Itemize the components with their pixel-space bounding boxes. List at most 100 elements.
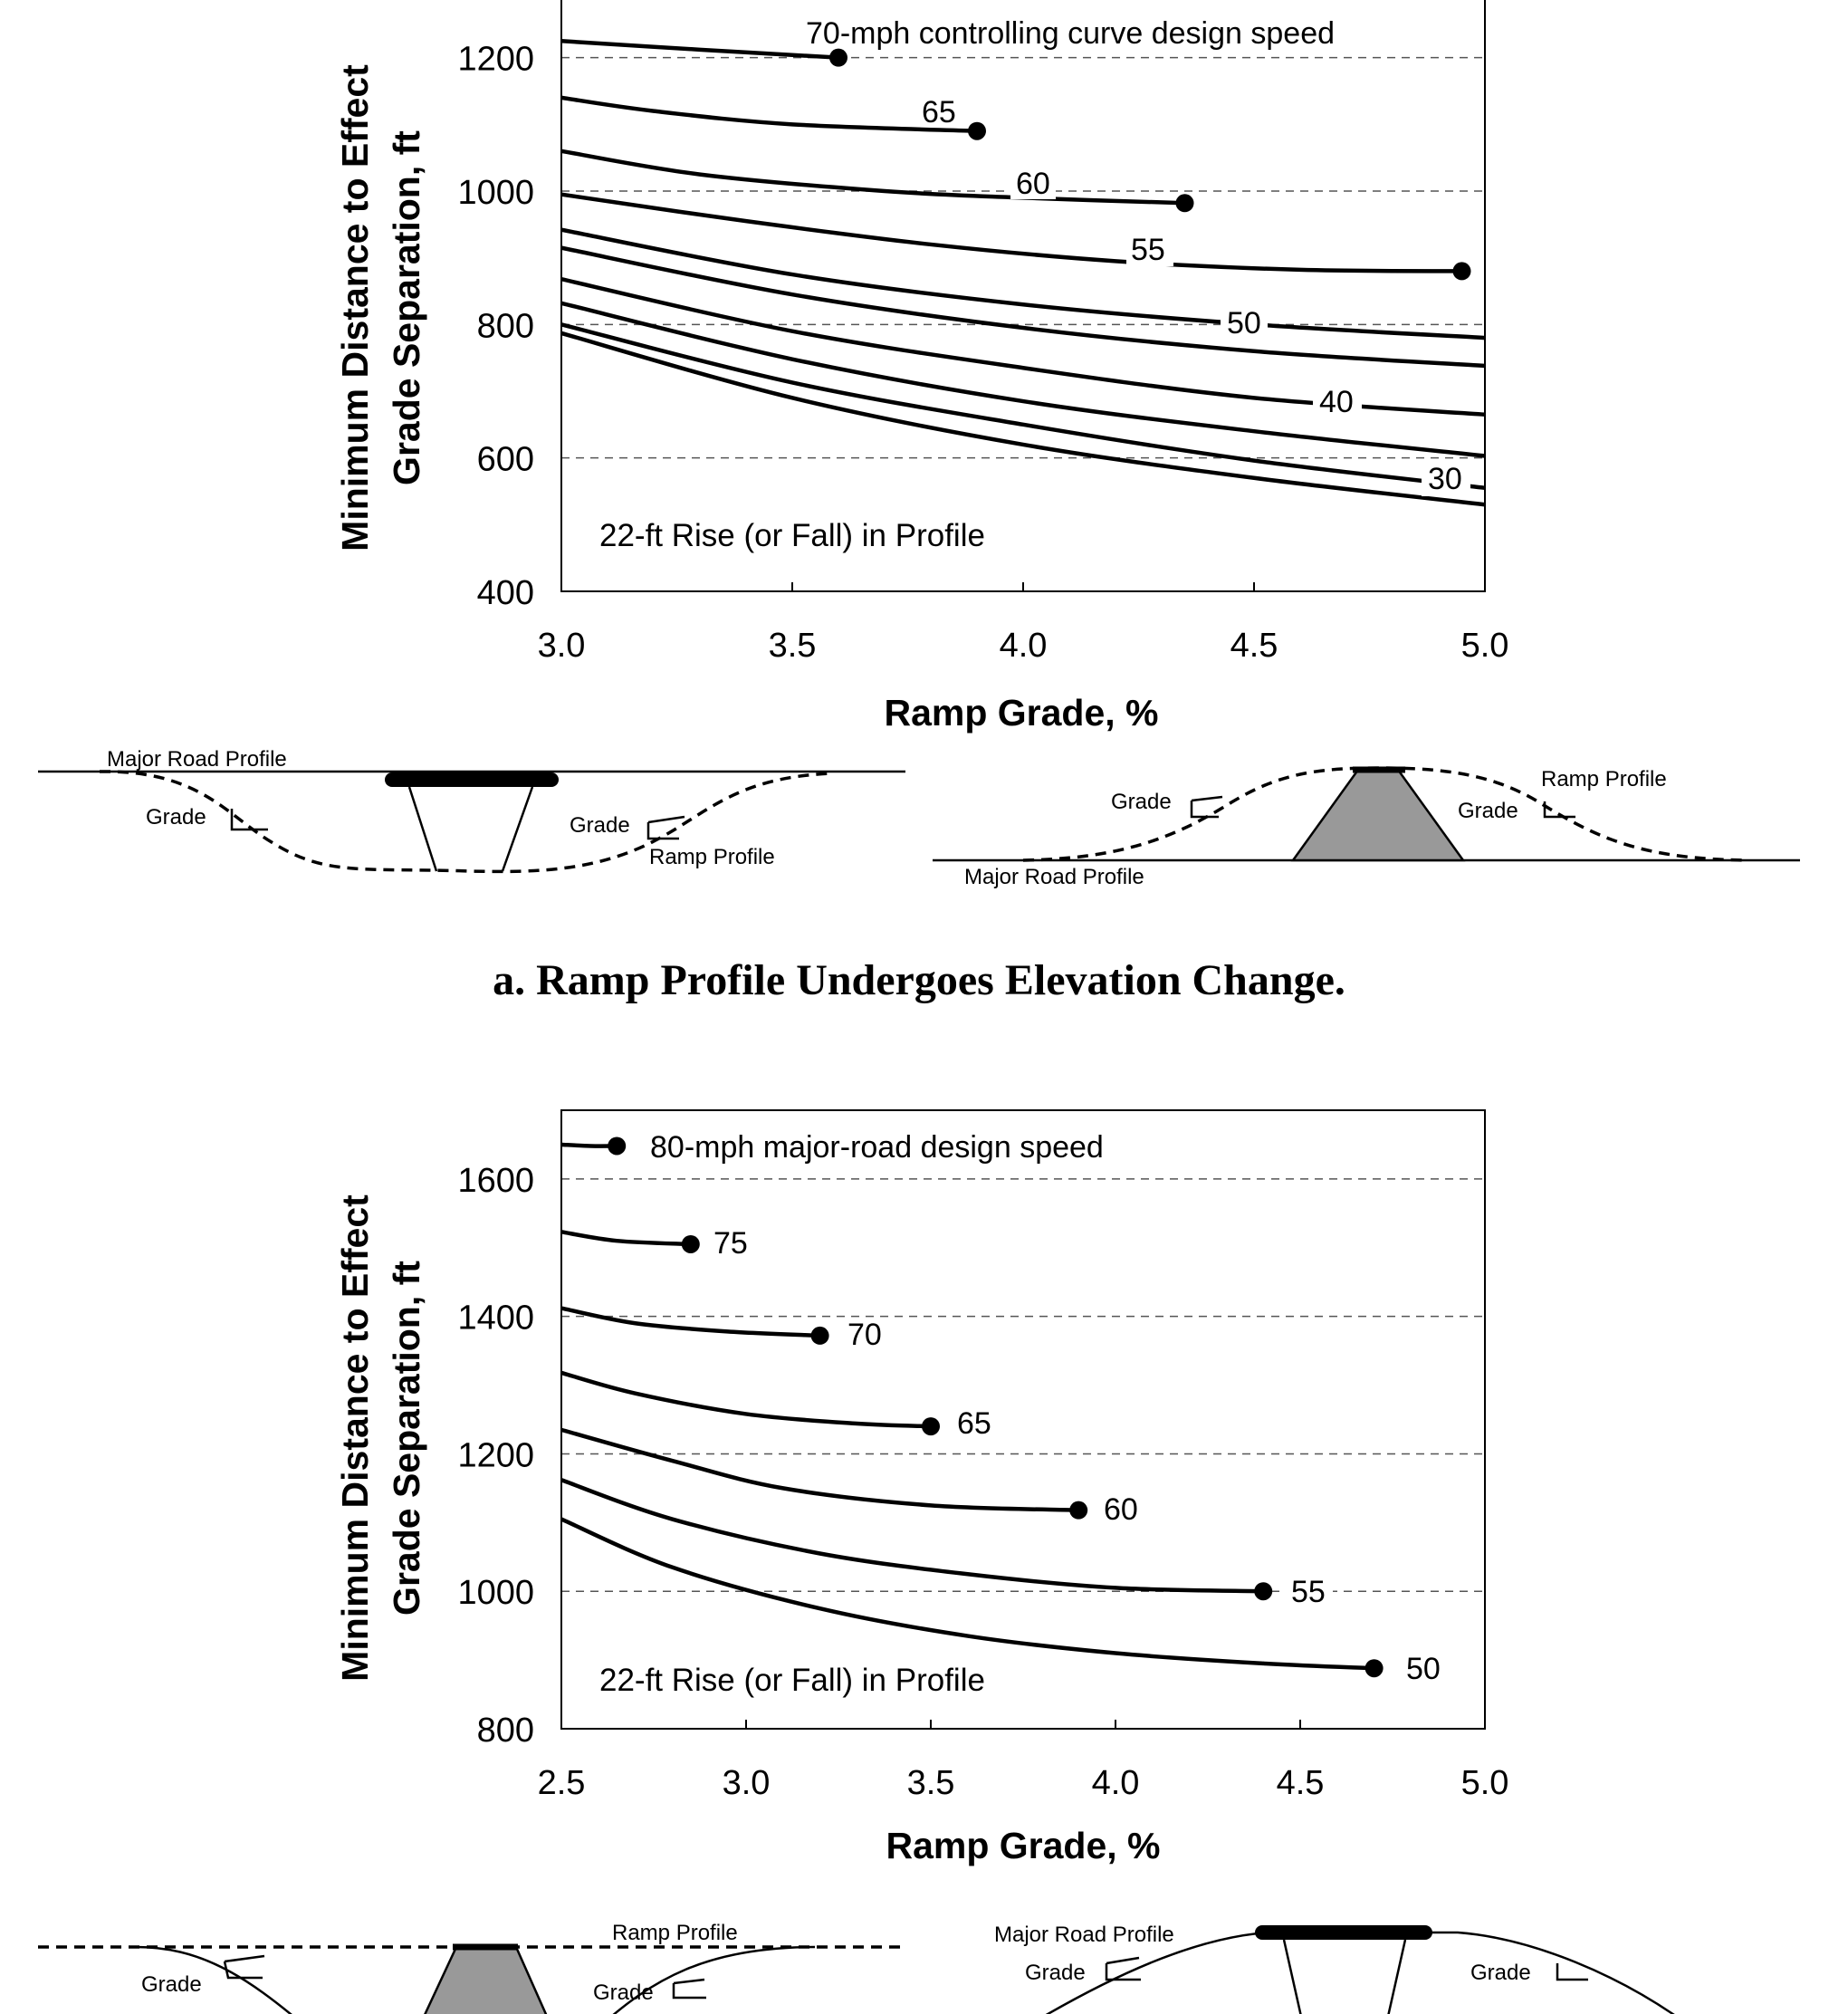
sketch-b-left-grade-label: Grade — [593, 1980, 654, 2005]
sketch-a-left-grade-symbol — [646, 815, 685, 840]
chart-b-x-ticks: 2.5 3.0 3.5 4.0 4.5 5.0 — [538, 1720, 1509, 1802]
sketch-b-right-grade-label: Grade — [1025, 1961, 1086, 1985]
sketch-a-left-bridge — [385, 772, 559, 787]
chart-b-series-line — [560, 1517, 1374, 1671]
chart-b-label-80: 80-mph major-road design speed — [650, 1130, 1104, 1165]
chart-b-label-75: 75 — [713, 1226, 748, 1261]
sketch-a-left-major-road-label: Major Road Profile — [107, 747, 287, 772]
x-tick-label: 4.0 — [1092, 1764, 1140, 1802]
y-tick-label: 1600 — [457, 1162, 534, 1200]
chart-b-series-line — [560, 1370, 932, 1429]
chart-b-series-endpoint — [1254, 1582, 1273, 1601]
chart-b-label-70: 70 — [847, 1318, 882, 1352]
chart-b-label-50: 50 — [1406, 1652, 1441, 1686]
chart-b-series-line — [560, 1306, 820, 1338]
chart-a-label-60: 60 — [1016, 167, 1050, 201]
y-tick-label: 1000 — [457, 174, 534, 212]
chart-a-y-axis-title-line2: Grade Separation, ft — [386, 130, 427, 485]
chart-a-curves — [560, 39, 1486, 507]
chart-a-series-line — [560, 149, 1185, 206]
y-tick-label: 1000 — [457, 1574, 534, 1612]
chart-a-label-bg-40 — [1313, 384, 1362, 418]
chart-a-note: 22-ft Rise (or Fall) in Profile — [599, 518, 985, 553]
chart-b-series-line — [560, 1427, 1079, 1512]
chart-a-y-ticks: 400 600 800 1000 1200 — [457, 41, 534, 612]
y-tick-label: 400 — [477, 574, 534, 612]
sketch-b-left-ramp-profile-label: Ramp Profile — [612, 1921, 738, 1945]
sketch-b-left-major-road — [135, 1945, 816, 2014]
sketch-b-right: Major Road Profile Grade Grade — [994, 1923, 1675, 2014]
chart-a: 3.0 3.5 4.0 4.5 5.0 400 600 800 1000 1200 70-mph… — [334, 0, 1508, 734]
chart-a-series-line — [560, 245, 1486, 369]
sketch-a-right: Grade Grade Ramp Profile Major Road Prof… — [933, 766, 1800, 889]
y-tick-label: 600 — [477, 441, 534, 479]
sketch-a-right-embankment — [1290, 768, 1466, 862]
sketch-a-right-ramp-profile-label: Ramp Profile — [1541, 767, 1667, 791]
sketch-b-left-grade-symbol — [672, 1978, 706, 2000]
chart-a-label-55: 55 — [1131, 233, 1165, 267]
sketch-b-left-embankment — [424, 1945, 548, 2014]
chart-b-series-line — [560, 1478, 1264, 1594]
x-tick-label: 4.5 — [1230, 627, 1278, 665]
chart-b-label-60: 60 — [1104, 1492, 1138, 1527]
x-tick-label: 5.0 — [1461, 627, 1509, 665]
x-tick-label: 5.0 — [1461, 1764, 1509, 1802]
chart-a-series-endpoint — [1175, 194, 1194, 213]
chart-a-y-axis-title-line1: Minimum Distance to Effect — [334, 64, 376, 551]
sketch-a-right-grade-label: Grade — [1111, 790, 1172, 814]
y-tick-label: 1200 — [457, 41, 534, 79]
sketch-a-right-grade-symbol — [1190, 795, 1223, 819]
sketch-b-right-pier-line — [1282, 1939, 1302, 2014]
chart-a-label-40: 40 — [1319, 385, 1354, 419]
sketch-a-left-grade-symbol — [230, 809, 268, 831]
sketch-b-right-grade-label: Grade — [1470, 1961, 1531, 1985]
sketch-b-right-grade-symbol — [1556, 1963, 1588, 1981]
chart-a-gridlines — [561, 56, 1485, 459]
caption-a: a. Ramp Profile Undergoes Elevation Chan… — [493, 956, 1345, 1004]
sketch-a-left-grade-label: Grade — [570, 813, 630, 838]
chart-a-series-line — [560, 331, 1486, 507]
sketch-b-right-pier-line — [1387, 1939, 1407, 2014]
chart-a-x-ticks: 3.0 3.5 4.0 4.5 5.0 — [538, 582, 1509, 665]
chart-a-series-line — [560, 322, 1486, 491]
chart-b-x-axis-title: Ramp Grade, % — [886, 1825, 1160, 1866]
sketch-a-left-ramp-profile-label: Ramp Profile — [649, 845, 775, 869]
chart-b-curves — [560, 1136, 1384, 1678]
chart-b-series-endpoint — [681, 1234, 700, 1253]
x-tick-label: 3.0 — [723, 1764, 771, 1802]
chart-b-series-line — [560, 1230, 691, 1247]
x-tick-label: 2.5 — [538, 1764, 586, 1802]
sketch-b-right-major-road-label: Major Road Profile — [994, 1923, 1174, 1947]
chart-b-label-65: 65 — [957, 1406, 991, 1441]
chart-a-series-endpoint — [968, 121, 986, 140]
chart-b-y-axis-title-line2: Grade Separation, ft — [386, 1261, 427, 1616]
sketch-b-left-grade-label: Grade — [141, 1972, 202, 1997]
chart-b-plot-frame — [560, 1109, 1486, 1730]
chart-b-note: 22-ft Rise (or Fall) in Profile — [599, 1663, 985, 1698]
chart-b-y-ticks: 800 1000 1200 1400 1600 — [457, 1162, 534, 1750]
x-tick-label: 4.0 — [1000, 627, 1048, 665]
x-tick-label: 4.5 — [1277, 1764, 1325, 1802]
chart-a-label-30: 30 — [1428, 462, 1462, 496]
chart-a-label-bg-65 — [916, 94, 963, 127]
chart-b-y-axis-title-line1: Minimum Distance to Effect — [334, 1194, 376, 1682]
chart-b-series-endpoint — [922, 1417, 940, 1436]
sketch-a-left-grade-label: Grade — [146, 805, 206, 830]
chart-b-gridlines — [561, 1178, 1485, 1592]
chart-a-label-bg-55 — [1126, 234, 1173, 266]
sketch-a-left-pier-line — [501, 786, 534, 872]
chart-a-series-line — [560, 301, 1486, 458]
y-tick-label: 800 — [477, 1712, 534, 1750]
chart-b: 2.5 3.0 3.5 4.0 4.5 5.0 800 1000 1200 1400 1600 8… — [334, 1109, 1509, 1866]
sketch-b-left-grade-symbol — [223, 1954, 265, 1980]
y-tick-label: 800 — [477, 307, 534, 345]
sketch-a-right-ramp-profile — [1022, 766, 1747, 862]
x-tick-label: 3.5 — [769, 627, 817, 665]
chart-b-series-endpoint — [810, 1326, 829, 1345]
chart-a-label-65: 65 — [922, 95, 956, 129]
chart-b-label-bg-55 — [1286, 1576, 1333, 1608]
chart-b-series-endpoint — [1069, 1501, 1088, 1520]
chart-a-series-endpoint — [1452, 262, 1471, 281]
chart-a-series-line — [560, 95, 978, 133]
